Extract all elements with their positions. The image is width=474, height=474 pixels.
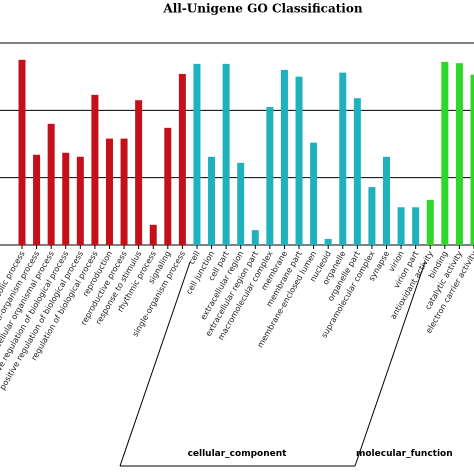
bar <box>18 59 26 246</box>
bar <box>280 69 288 245</box>
bar <box>164 127 172 245</box>
bar <box>368 187 376 245</box>
bar <box>208 156 216 245</box>
bar <box>310 142 318 245</box>
bar <box>353 98 361 245</box>
bar <box>441 61 449 245</box>
bar <box>193 63 201 245</box>
bar <box>251 230 259 245</box>
bar <box>412 207 420 245</box>
group-bracket <box>119 261 191 467</box>
bar <box>426 199 434 245</box>
bar <box>47 123 55 245</box>
bar <box>33 154 41 245</box>
group-label: cellular_component <box>188 449 288 459</box>
bar <box>455 63 463 246</box>
bar <box>339 72 347 245</box>
bar <box>324 238 332 245</box>
chart-title: All-Unigene GO Classification <box>162 2 362 16</box>
group-label: molecular_function <box>356 449 453 459</box>
bar <box>105 138 113 245</box>
bar <box>266 106 274 245</box>
bar <box>135 100 143 245</box>
bar <box>178 73 186 246</box>
bar <box>237 162 245 245</box>
bar <box>383 156 390 245</box>
bar <box>91 94 99 245</box>
bar <box>397 207 405 245</box>
bar <box>470 74 474 245</box>
bar <box>295 76 303 246</box>
bar <box>149 224 157 245</box>
group-bracket <box>354 261 426 467</box>
bar <box>120 138 128 245</box>
bar <box>222 63 230 245</box>
bar <box>76 156 84 245</box>
bar <box>62 152 70 245</box>
